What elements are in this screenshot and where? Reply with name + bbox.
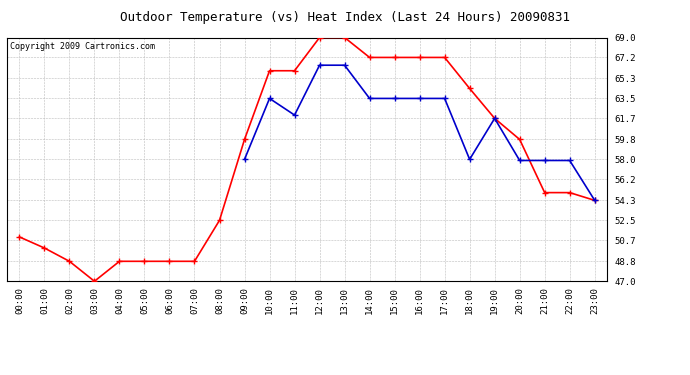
Text: Copyright 2009 Cartronics.com: Copyright 2009 Cartronics.com (10, 42, 155, 51)
Text: Outdoor Temperature (vs) Heat Index (Last 24 Hours) 20090831: Outdoor Temperature (vs) Heat Index (Las… (120, 11, 570, 24)
